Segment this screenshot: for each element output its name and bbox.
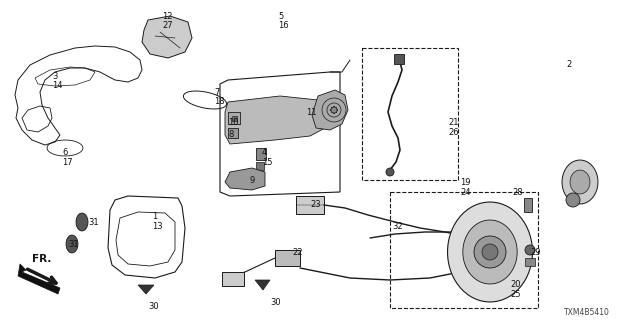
Circle shape <box>331 107 337 113</box>
Circle shape <box>474 236 506 268</box>
Polygon shape <box>255 280 270 290</box>
Polygon shape <box>225 168 265 190</box>
Circle shape <box>331 107 337 113</box>
Bar <box>275 250 300 266</box>
Text: 12: 12 <box>162 12 173 21</box>
Bar <box>390 192 538 308</box>
Bar <box>256 148 266 160</box>
Bar <box>524 198 532 212</box>
Polygon shape <box>138 285 154 294</box>
Text: 5: 5 <box>278 12 284 21</box>
Text: 31: 31 <box>88 218 99 227</box>
Text: 9: 9 <box>250 176 255 185</box>
Text: 8: 8 <box>228 130 234 139</box>
Text: 27: 27 <box>162 21 173 30</box>
Polygon shape <box>66 235 78 253</box>
Polygon shape <box>142 16 192 58</box>
Text: TXM4B5410: TXM4B5410 <box>564 308 610 317</box>
Bar <box>525 258 535 266</box>
Bar <box>228 112 240 124</box>
Text: 28: 28 <box>512 188 523 197</box>
Text: 31: 31 <box>68 240 79 249</box>
Text: 26: 26 <box>448 128 459 137</box>
Text: 17: 17 <box>62 158 72 167</box>
Text: 2: 2 <box>566 60 572 69</box>
Polygon shape <box>570 170 590 194</box>
Text: 21: 21 <box>448 118 458 127</box>
Bar <box>228 128 238 138</box>
Circle shape <box>386 168 394 176</box>
Text: 18: 18 <box>214 97 225 106</box>
Text: 6: 6 <box>62 148 67 157</box>
Polygon shape <box>312 90 348 130</box>
Polygon shape <box>463 220 517 284</box>
Circle shape <box>525 245 535 255</box>
Circle shape <box>331 107 337 113</box>
Text: 1: 1 <box>152 212 157 221</box>
Polygon shape <box>562 160 598 204</box>
Polygon shape <box>18 264 60 294</box>
Polygon shape <box>76 213 88 231</box>
Circle shape <box>482 244 498 260</box>
Circle shape <box>331 107 337 113</box>
Polygon shape <box>447 202 532 302</box>
Text: 13: 13 <box>152 222 163 231</box>
Text: 4: 4 <box>262 148 268 157</box>
Text: FR.: FR. <box>32 254 51 264</box>
Text: 22: 22 <box>292 248 303 257</box>
Text: 7: 7 <box>214 88 220 97</box>
Text: 15: 15 <box>262 158 273 167</box>
Bar <box>256 162 264 170</box>
Bar <box>296 196 324 214</box>
Text: 14: 14 <box>52 81 63 90</box>
Text: 11: 11 <box>306 108 317 117</box>
Text: 24: 24 <box>460 188 470 197</box>
Text: 10: 10 <box>228 118 239 127</box>
Text: 30: 30 <box>148 302 159 311</box>
Text: 25: 25 <box>510 290 520 299</box>
Circle shape <box>331 107 337 113</box>
Circle shape <box>566 193 580 207</box>
Circle shape <box>331 107 337 113</box>
Text: 30: 30 <box>270 298 280 307</box>
Text: 29: 29 <box>530 248 541 257</box>
Text: 32: 32 <box>392 222 403 231</box>
Bar <box>222 272 244 286</box>
Text: 3: 3 <box>52 72 58 81</box>
Text: 23: 23 <box>310 200 321 209</box>
Bar <box>394 54 404 64</box>
Bar <box>362 48 458 180</box>
Bar <box>232 116 237 121</box>
Circle shape <box>331 107 337 113</box>
Text: 16: 16 <box>278 21 289 30</box>
Text: 20: 20 <box>510 280 520 289</box>
Circle shape <box>463 231 477 245</box>
Text: 19: 19 <box>460 178 470 187</box>
Polygon shape <box>225 96 328 144</box>
Circle shape <box>331 107 337 113</box>
